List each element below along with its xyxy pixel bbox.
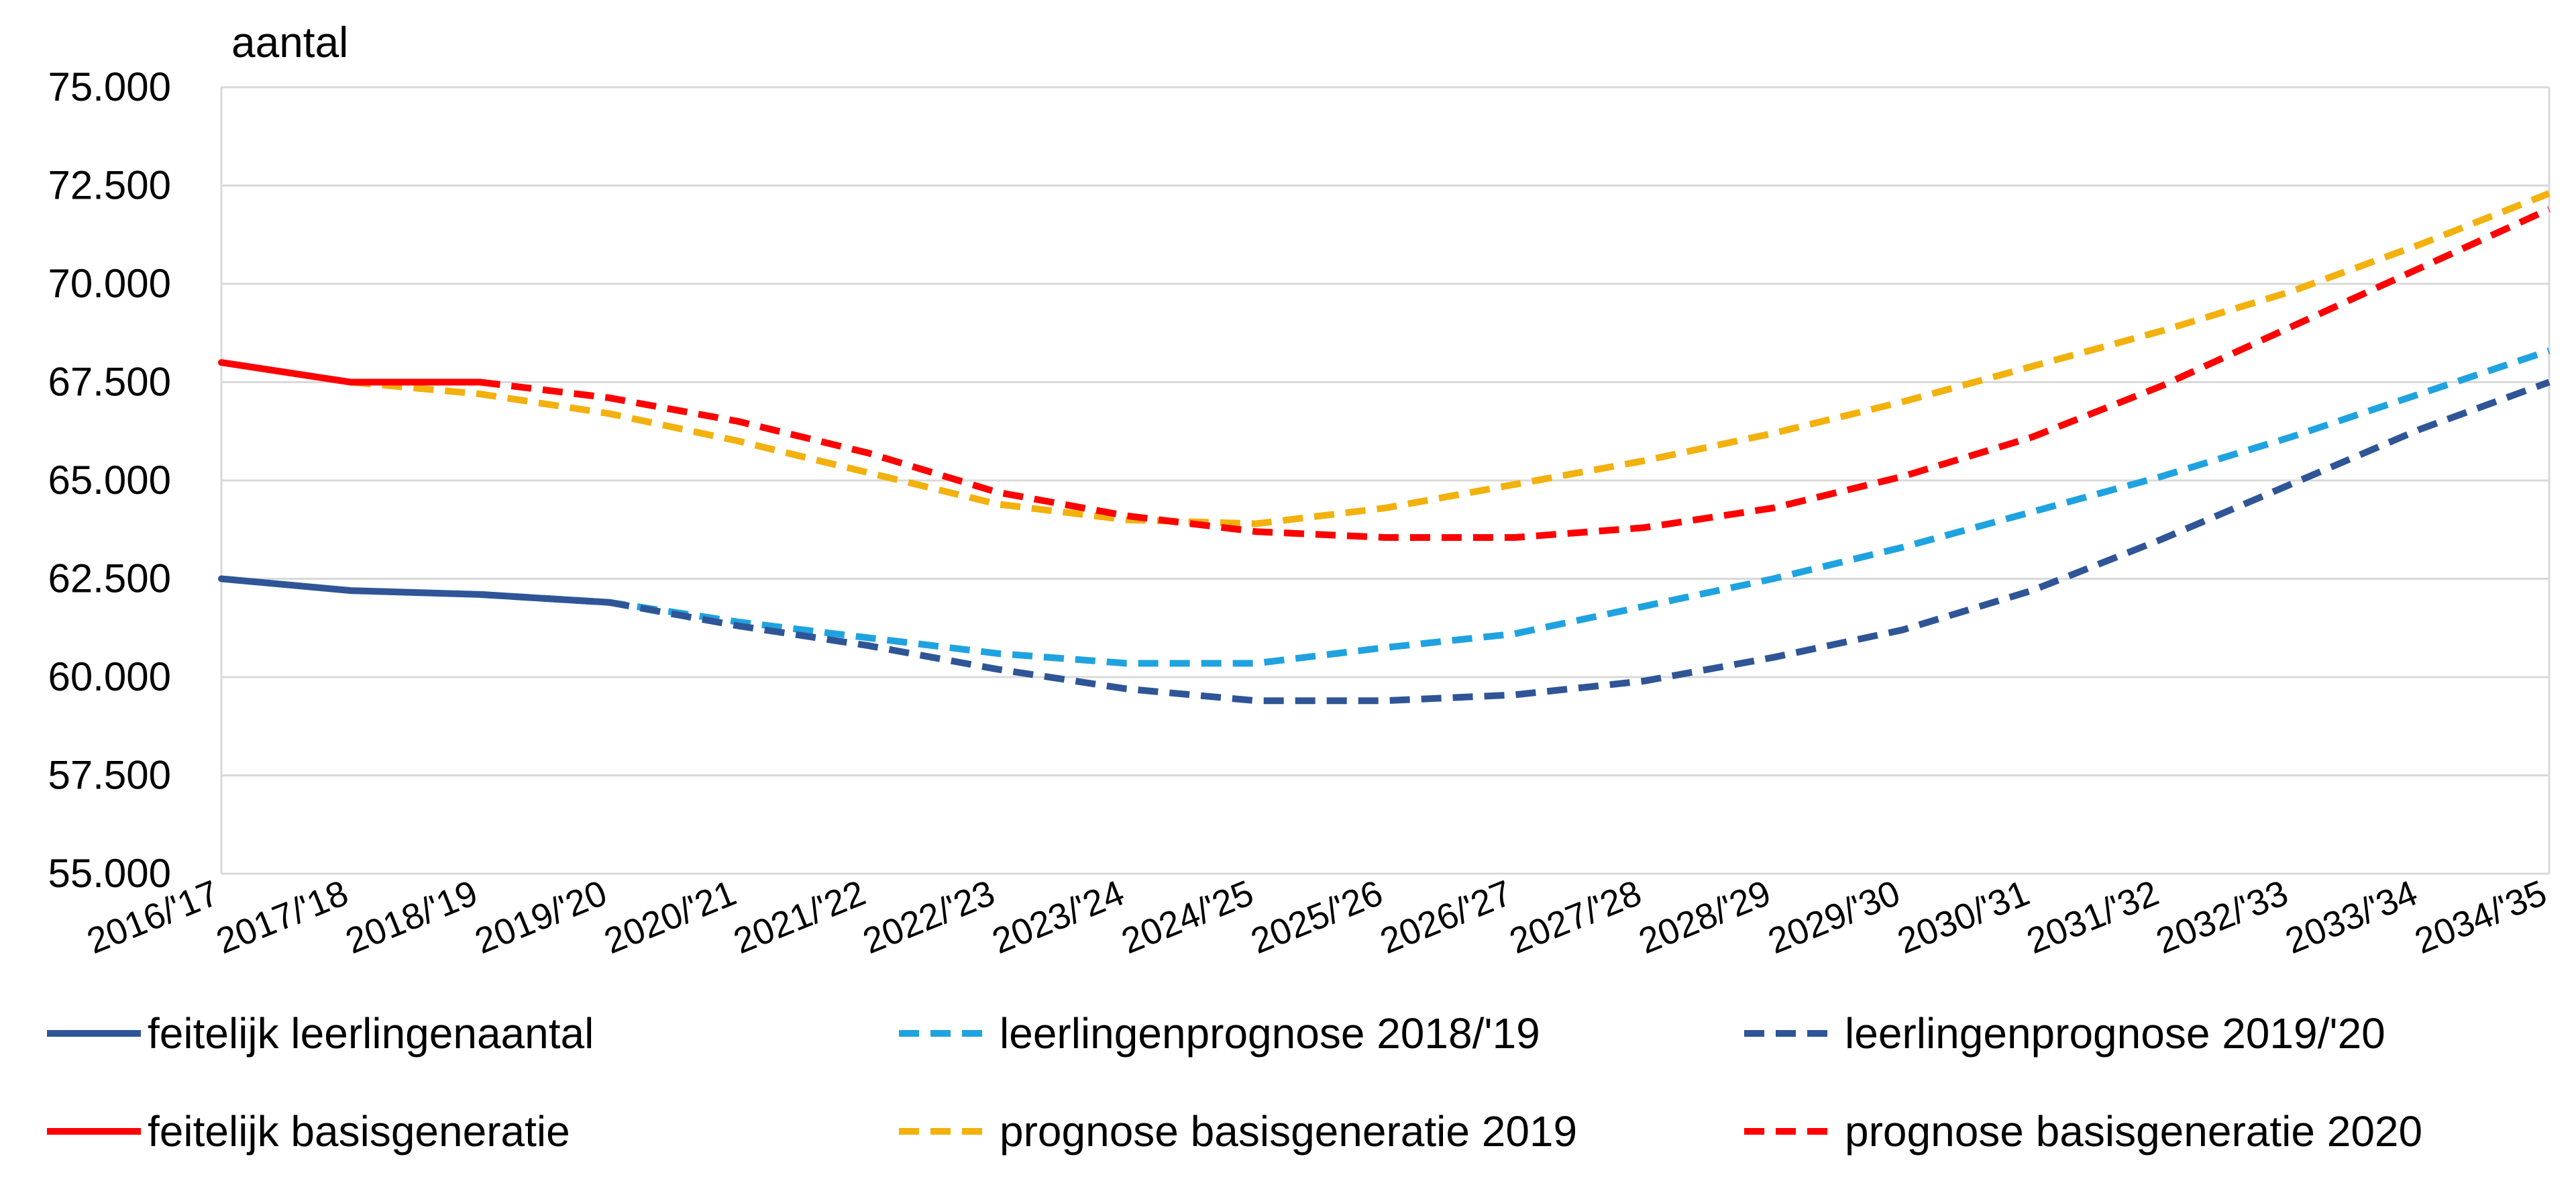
y-tick-labels: 55.000 57.500 60.000 62.500 65.000 67.500 70.0… bbox=[48, 64, 171, 896]
x-tick-label: 2025/'26 bbox=[1245, 872, 1388, 962]
series-line-3 bbox=[218, 359, 484, 386]
legend-label: leerlingenprognose 2018/'19 bbox=[1000, 1009, 1540, 1058]
x-tick-label: 2027/'28 bbox=[1504, 872, 1647, 962]
x-tick-label: 2018/'19 bbox=[340, 872, 483, 962]
x-tick-label: 2023/'24 bbox=[987, 872, 1130, 962]
series-lines bbox=[218, 190, 2551, 705]
x-tick-label: 2033/'34 bbox=[2280, 872, 2423, 962]
x-tick-label: 2026/'27 bbox=[1375, 872, 1517, 962]
x-tick-label: 2034/'35 bbox=[2409, 872, 2552, 962]
x-tick-label: 2028/'29 bbox=[1633, 872, 1776, 962]
x-tick-label: 2030/'31 bbox=[1892, 872, 2035, 962]
x-tick-label: 2021/'22 bbox=[728, 872, 871, 962]
y-tick-label: 57.500 bbox=[48, 753, 171, 798]
x-tick-label: 2017/'18 bbox=[211, 872, 354, 962]
y-tick-label: 72.500 bbox=[48, 163, 171, 208]
x-tick-label: 2020/'21 bbox=[599, 872, 742, 962]
series-line-0 bbox=[218, 575, 613, 606]
x-tick-label: 2019/'20 bbox=[470, 872, 612, 962]
legend-label: prognose basisgeneratie 2020 bbox=[1845, 1107, 2422, 1156]
series-line-2 bbox=[608, 378, 2551, 705]
x-tick-label: 2024/'25 bbox=[1116, 872, 1259, 962]
series-line-4 bbox=[350, 190, 2551, 527]
legend: feitelijk leerlingenaantal leerlingenprog… bbox=[47, 1009, 2422, 1156]
legend-label: prognose basisgeneratie 2019 bbox=[1000, 1107, 1577, 1156]
legend-label: feitelijk leerlingenaantal bbox=[148, 1009, 594, 1058]
y-tick-label: 75.000 bbox=[48, 64, 171, 109]
y-axis-label: aantal bbox=[231, 18, 348, 66]
y-tick-label: 67.500 bbox=[48, 360, 171, 405]
y-tick-label: 55.000 bbox=[48, 851, 171, 896]
legend-label: feitelijk basisgeneratie bbox=[148, 1107, 570, 1156]
x-tick-label: 2029/'30 bbox=[1763, 872, 1906, 962]
legend-label: leerlingenprognose 2019/'20 bbox=[1845, 1009, 2385, 1058]
x-tick-label: 2031/'32 bbox=[2021, 872, 2164, 962]
x-tick-label: 2022/'23 bbox=[857, 872, 1000, 962]
x-tick-labels: 2016/'172017/'182018/'192019/'202020/'21… bbox=[81, 872, 2552, 962]
x-tick-label: 2032/'33 bbox=[2151, 872, 2294, 962]
y-tick-label: 70.000 bbox=[48, 261, 171, 306]
gridlines bbox=[220, 86, 2551, 875]
series-line-1 bbox=[480, 347, 2551, 667]
y-tick-label: 60.000 bbox=[48, 654, 171, 699]
series-line-5 bbox=[479, 206, 2551, 541]
y-tick-label: 65.000 bbox=[48, 458, 171, 503]
y-tick-label: 62.500 bbox=[48, 556, 171, 601]
